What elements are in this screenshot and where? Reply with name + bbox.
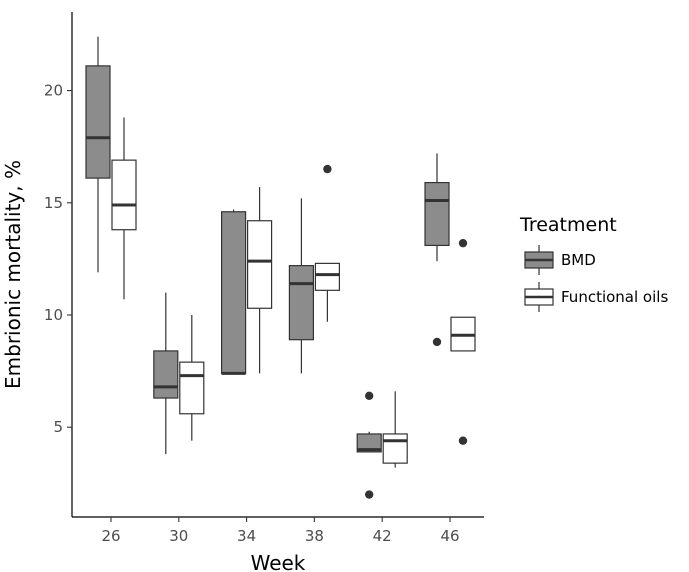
legend-title: Treatment <box>519 214 617 236</box>
y-axis-title: Embrionic mortality, % <box>1 160 25 389</box>
box-bmd-34 <box>221 209 247 375</box>
plot-area <box>85 36 476 499</box>
box-functional-oils-38 <box>314 164 340 322</box>
legend-key-functional-oils <box>524 282 554 312</box>
outlier-point <box>458 436 468 445</box>
x-axis-ticks: 26 30 34 38 42 46 <box>101 517 460 545</box>
y-axis-ticks: 5 10 15 20 <box>44 82 72 436</box>
outlier-point <box>458 238 468 248</box>
x-tick-label: 26 <box>101 527 120 545</box>
box-bmd-42 <box>356 391 382 499</box>
x-tick-label: 46 <box>440 527 459 545</box>
box-iqr <box>179 361 205 415</box>
legend-key-bmd <box>524 245 554 275</box>
box-iqr <box>85 65 111 179</box>
box-iqr <box>356 433 382 453</box>
y-tick-label: 10 <box>44 306 63 324</box>
box-iqr <box>247 220 273 309</box>
box-functional-oils-34 <box>247 187 273 374</box>
x-axis-title: Week <box>251 551 306 572</box>
y-tick-label: 20 <box>44 82 63 100</box>
box-iqr <box>111 159 137 231</box>
box-functional-oils-26 <box>111 117 137 300</box>
legend: Treatment BMD Functional oils <box>519 214 668 312</box>
box-iqr <box>221 211 247 374</box>
y-tick-label: 15 <box>44 194 63 212</box>
box-iqr <box>153 350 179 399</box>
legend-label: Functional oils <box>561 288 668 306</box>
box-bmd-26 <box>85 36 111 273</box>
outlier-point <box>432 337 442 347</box>
outlier-point <box>365 391 374 400</box>
x-tick-label: 38 <box>305 527 324 545</box>
outlier-point <box>365 490 374 499</box>
box-iqr <box>424 181 450 247</box>
box-bmd-46 <box>424 153 450 347</box>
axes: 5 10 15 20 26 30 34 38 42 46 Week Embrionic mort… <box>1 12 484 572</box>
box-functional-oils-46 <box>450 238 476 445</box>
outlier-point <box>323 164 332 174</box>
x-tick-label: 34 <box>237 527 256 545</box>
box-iqr <box>382 433 408 464</box>
y-tick-label: 5 <box>53 418 63 436</box>
x-tick-label: 30 <box>169 527 188 545</box>
box-iqr <box>314 262 340 291</box>
box-functional-oils-42 <box>382 391 408 468</box>
box-bmd-38 <box>288 198 314 374</box>
box-iqr <box>288 265 314 341</box>
box-bmd-30 <box>153 292 179 455</box>
legend-label: BMD <box>561 251 596 269</box>
x-tick-label: 42 <box>373 527 392 545</box>
box-functional-oils-30 <box>179 315 205 441</box>
